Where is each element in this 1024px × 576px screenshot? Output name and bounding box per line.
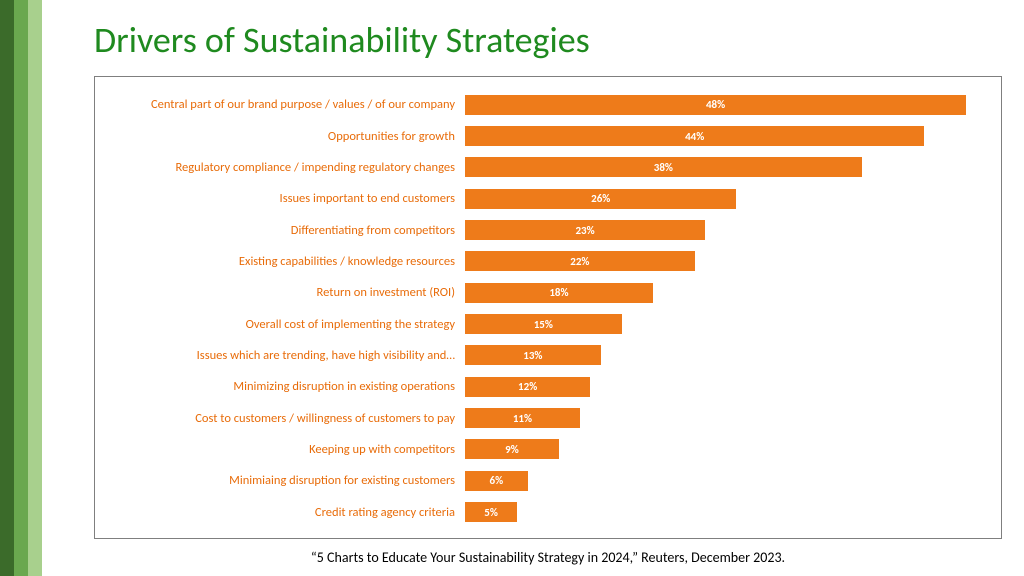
bar-value-label: 26% xyxy=(591,192,610,205)
bar-row: Return on investment (ROI) 18% xyxy=(95,279,987,307)
bar-category-label: Differentiating from competitors xyxy=(95,223,465,238)
bar-row: Regulatory compliance / impending regula… xyxy=(95,153,987,181)
bar-fill: 38% xyxy=(465,157,862,177)
bar-category-label: Issues which are trending, have high vis… xyxy=(95,348,465,363)
bar-value-label: 48% xyxy=(706,98,725,111)
bar-category-label: Existing capabilities / knowledge resour… xyxy=(95,254,465,269)
bar-value-label: 9% xyxy=(505,443,519,456)
bar-value-label: 15% xyxy=(534,318,553,331)
bar-fill: 18% xyxy=(465,283,653,303)
bar-fill: 13% xyxy=(465,345,601,365)
bar-row: Minimizing disruption in existing operat… xyxy=(95,373,987,401)
accent-stripe-1 xyxy=(14,0,28,576)
bar-value-label: 38% xyxy=(654,161,673,174)
bar-track: 12% xyxy=(465,377,987,397)
side-accent xyxy=(0,0,42,576)
bar-track: 38% xyxy=(465,157,987,177)
bar-value-label: 6% xyxy=(490,474,504,487)
bar-track: 48% xyxy=(465,95,987,115)
accent-stripe-0 xyxy=(0,0,14,576)
bar-category-label: Minimizing disruption in existing operat… xyxy=(95,379,465,394)
bar-fill: 48% xyxy=(465,95,966,115)
bar-fill: 44% xyxy=(465,126,924,146)
accent-stripe-2 xyxy=(28,0,42,576)
bar-row: Cost to customers / willingness of custo… xyxy=(95,404,987,432)
bar-category-label: Issues important to end customers xyxy=(95,191,465,206)
bar-category-label: Return on investment (ROI) xyxy=(95,285,465,300)
bar-value-label: 44% xyxy=(685,130,704,143)
bar-category-label: Cost to customers / willingness of custo… xyxy=(95,411,465,426)
bar-track: 23% xyxy=(465,220,987,240)
bar-fill: 12% xyxy=(465,377,590,397)
bar-category-label: Credit rating agency criteria xyxy=(95,505,465,520)
bar-category-label: Opportunities for growth xyxy=(95,129,465,144)
bar-value-label: 22% xyxy=(570,255,589,268)
bar-track: 18% xyxy=(465,283,987,303)
bar-fill: 6% xyxy=(465,471,528,491)
slide-content: Drivers of Sustainability Strategies Cen… xyxy=(42,0,1024,576)
bar-value-label: 18% xyxy=(549,286,568,299)
bar-track: 9% xyxy=(465,439,987,459)
bar-row: Opportunities for growth 44% xyxy=(95,122,987,150)
slide-title: Drivers of Sustainability Strategies xyxy=(94,18,1002,62)
bar-row: Keeping up with competitors 9% xyxy=(95,435,987,463)
bar-track: 11% xyxy=(465,408,987,428)
bar-track: 15% xyxy=(465,314,987,334)
bar-fill: 26% xyxy=(465,189,736,209)
bar-row: Differentiating from competitors 23% xyxy=(95,216,987,244)
bar-category-label: Central part of our brand purpose / valu… xyxy=(95,97,465,112)
bar-category-label: Keeping up with competitors xyxy=(95,442,465,457)
bar-row: Minimiaing disruption for existing custo… xyxy=(95,467,987,495)
bar-row: Issues important to end customers 26% xyxy=(95,185,987,213)
bar-value-label: 5% xyxy=(484,506,498,519)
bar-track: 22% xyxy=(465,251,987,271)
bar-value-label: 13% xyxy=(523,349,542,362)
bar-chart: Central part of our brand purpose / valu… xyxy=(94,76,1002,539)
bar-row: Credit rating agency criteria 5% xyxy=(95,498,987,526)
bar-fill: 5% xyxy=(465,502,517,522)
bar-value-label: 23% xyxy=(575,224,594,237)
bar-fill: 11% xyxy=(465,408,580,428)
bar-track: 5% xyxy=(465,502,987,522)
bar-track: 13% xyxy=(465,345,987,365)
bar-fill: 23% xyxy=(465,220,705,240)
bar-fill: 15% xyxy=(465,314,622,334)
bar-value-label: 11% xyxy=(513,412,532,425)
bar-fill: 9% xyxy=(465,439,559,459)
bar-row: Overall cost of implementing the strateg… xyxy=(95,310,987,338)
bar-track: 44% xyxy=(465,126,987,146)
source-caption: “5 Charts to Educate Your Sustainability… xyxy=(94,549,1002,566)
bar-value-label: 12% xyxy=(518,380,537,393)
bar-row: Central part of our brand purpose / valu… xyxy=(95,91,987,119)
bar-category-label: Regulatory compliance / impending regula… xyxy=(95,160,465,175)
bar-category-label: Minimiaing disruption for existing custo… xyxy=(95,473,465,488)
bar-category-label: Overall cost of implementing the strateg… xyxy=(95,317,465,332)
bar-track: 6% xyxy=(465,471,987,491)
bar-row: Existing capabilities / knowledge resour… xyxy=(95,247,987,275)
bar-fill: 22% xyxy=(465,251,695,271)
bar-row: Issues which are trending, have high vis… xyxy=(95,341,987,369)
bar-track: 26% xyxy=(465,189,987,209)
